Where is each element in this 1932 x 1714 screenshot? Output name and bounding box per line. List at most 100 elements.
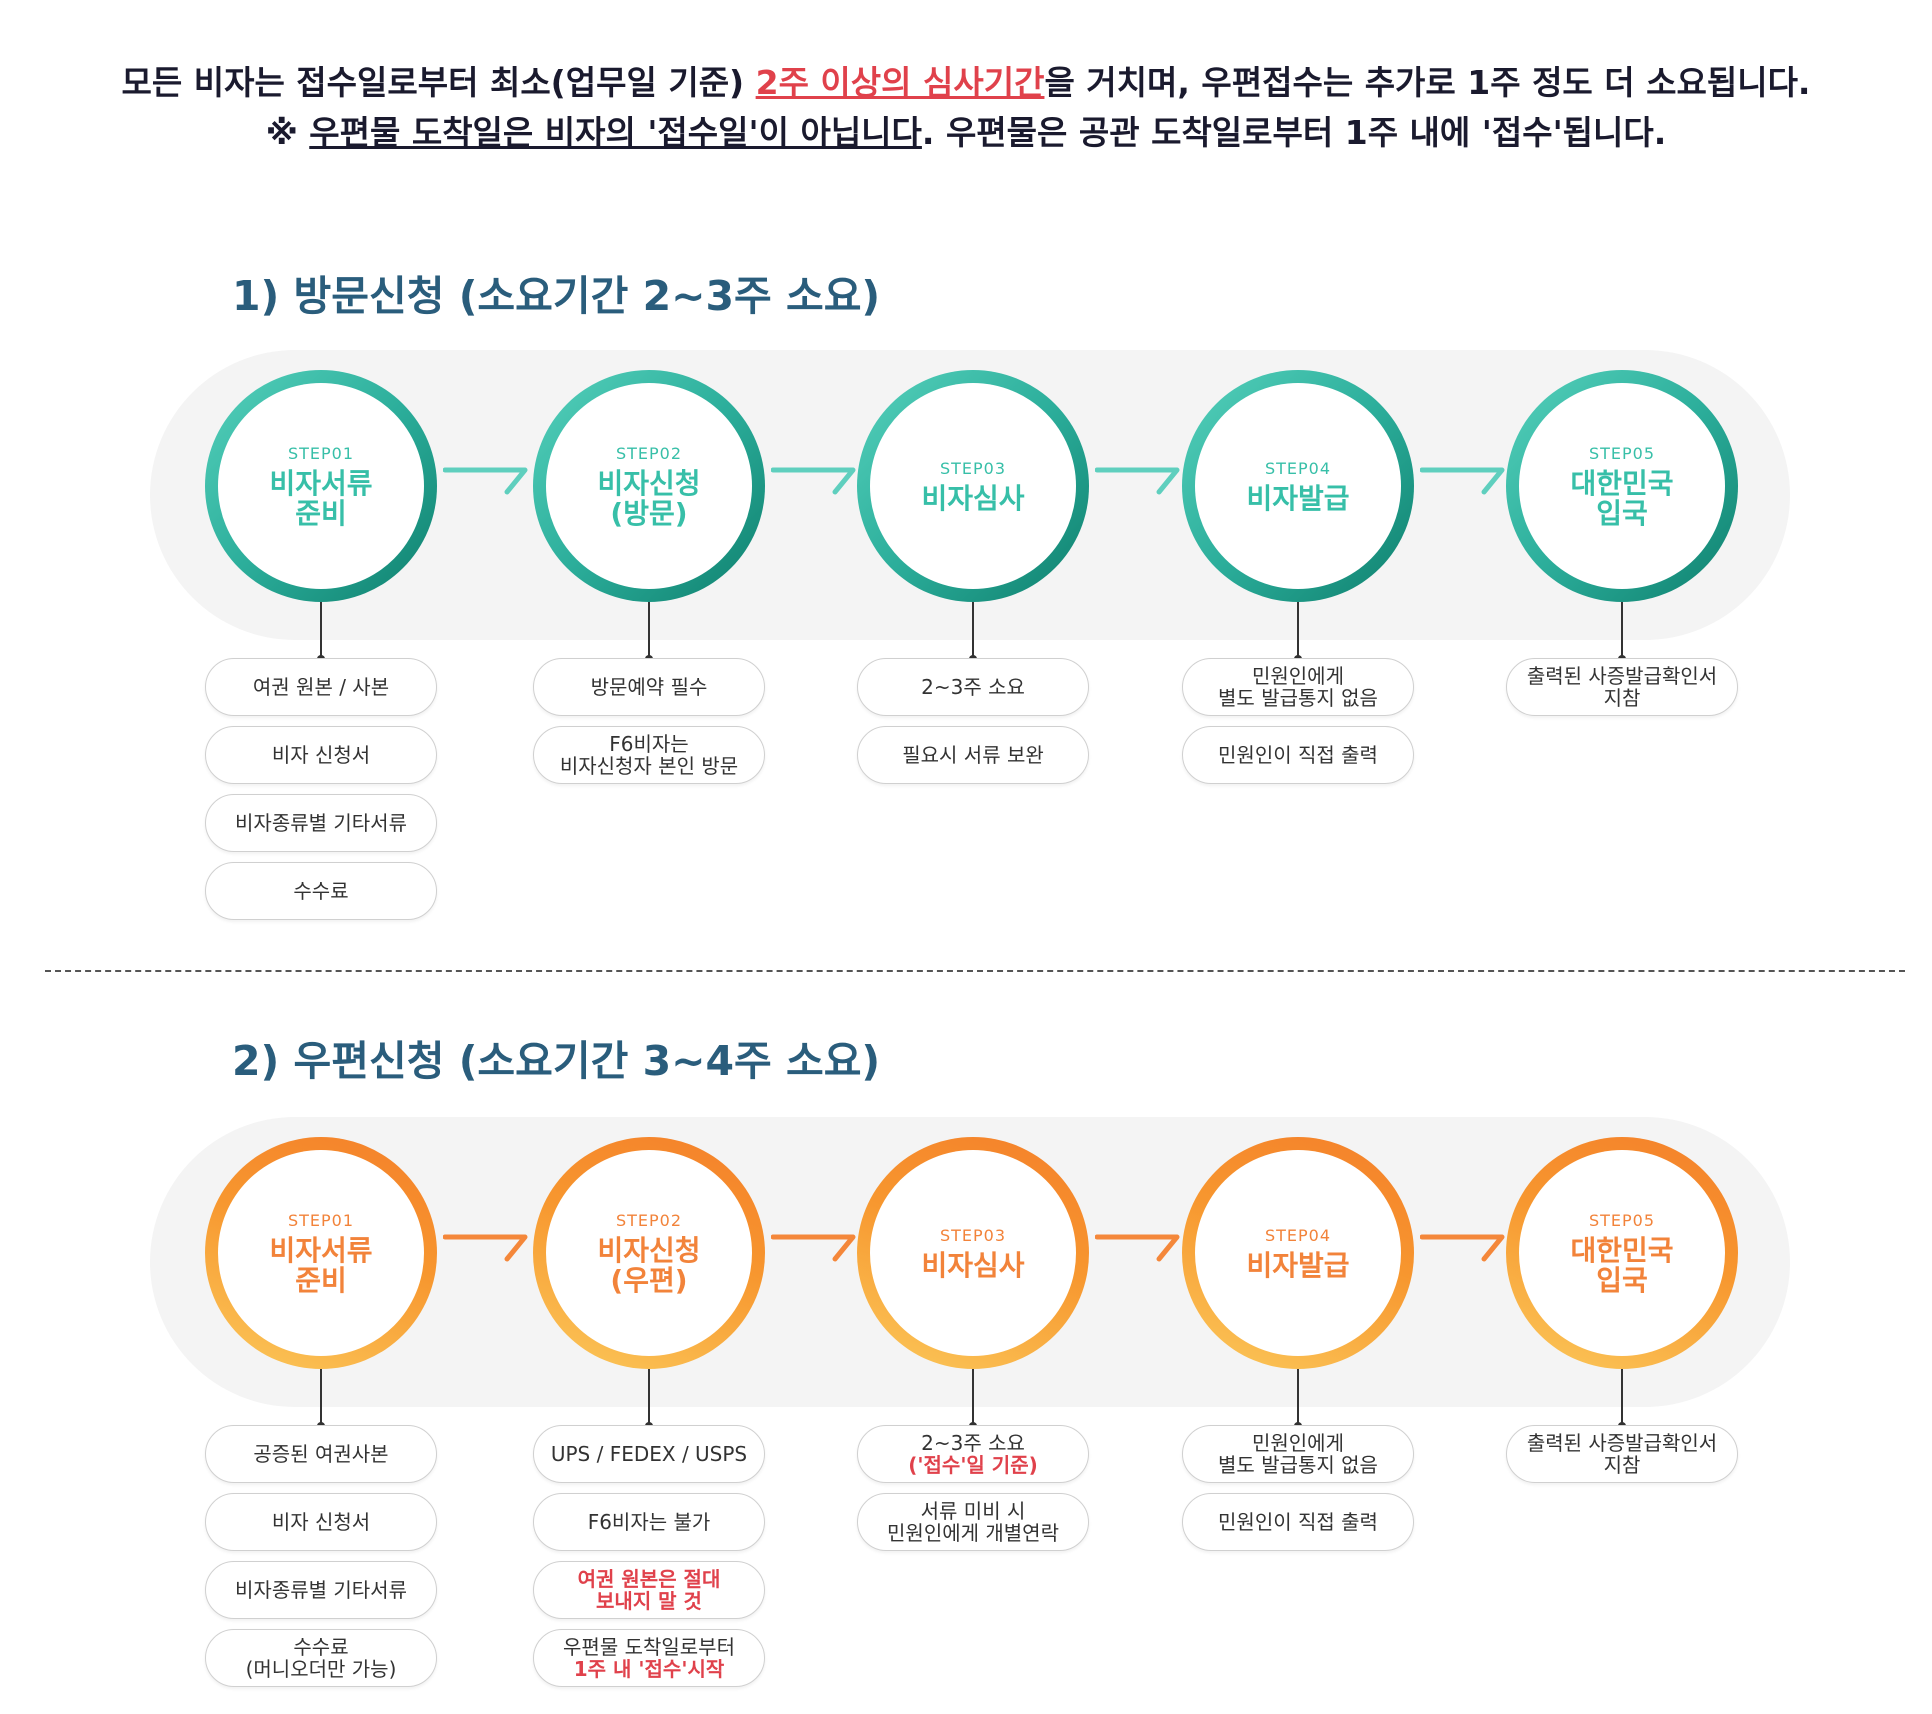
step-note-pill: 비자 신청서 [205, 726, 437, 784]
step-note-pill: 비자종류별 기타서류 [205, 1561, 437, 1619]
step-note-pill: 민원인이 직접 출력 [1182, 1493, 1414, 1551]
flow-arrow-icon [771, 1234, 856, 1262]
step-title: 비자서류 준비 [269, 1233, 373, 1297]
step-connector-line [1618, 602, 1626, 663]
step-note-text: 2~3주 소요 [921, 1431, 1025, 1455]
step-note-pill: 2~3주 소요 ('접수'일 기준) [857, 1425, 1089, 1483]
step-title: 비자심사 [921, 1248, 1025, 1282]
step-5-circle: STEP05 대한민국 입국 [1506, 370, 1738, 602]
section-divider [45, 970, 1905, 972]
notice-review-period-highlight: 2주 이상의 심사기간 [755, 63, 1045, 102]
step-connector-line [645, 1369, 653, 1430]
step-label: STEP04 [1264, 1225, 1332, 1245]
step-circle-inner: STEP02 비자신청 (방문) [546, 383, 752, 589]
section-title: 2) 우편신청 (소요기간 3~4주 소요) [232, 1037, 881, 1085]
step-label: STEP05 [1588, 443, 1656, 463]
flow-arrow-icon [771, 467, 856, 495]
step-connector-line [1294, 1369, 1302, 1430]
step-note-pill: 공증된 여권사본 [205, 1425, 437, 1483]
step-title: 비자신청 (방문) [597, 466, 701, 530]
step-note-pill: 민원인에게 별도 발급통지 없음 [1182, 1425, 1414, 1483]
step-connector-line [317, 602, 325, 663]
step-note-text: 민원인이 직접 출력 [1218, 743, 1378, 767]
notice-line-2-underlined: 우편물 도착일은 비자의 '접수일'이 아닙니다 [309, 113, 922, 152]
step-note-text: 수수료 (머니오더만 가능) [245, 1635, 397, 1681]
step-circle-inner: STEP03 비자심사 [870, 1150, 1076, 1356]
step-note-pill: 2~3주 소요 [857, 658, 1089, 716]
step-note-pill: 여권 원본은 절대 보내지 말 것 [533, 1561, 765, 1619]
step-note-pill: F6비자는 불가 [533, 1493, 765, 1551]
step-note-text: 여권 원본은 절대 보내지 말 것 [577, 1567, 721, 1613]
step-note-pill: 민원인에게 별도 발급통지 없음 [1182, 658, 1414, 716]
step-circle-inner: STEP02 비자신청 (우편) [546, 1150, 752, 1356]
step-title: 대한민국 입국 [1570, 466, 1674, 530]
step-note-text: 비자종류별 기타서류 [235, 811, 407, 835]
step-note-pill: 수수료 (머니오더만 가능) [205, 1629, 437, 1687]
step-note-pill: 필요시 서류 보완 [857, 726, 1089, 784]
step-note-text: 필요시 서류 보완 [902, 743, 1044, 767]
step-title: 비자발급 [1246, 1248, 1350, 1282]
step-note-text: 서류 미비 시 민원인에게 개별연락 [887, 1499, 1059, 1545]
step-title: 비자서류 준비 [269, 466, 373, 530]
step-note-text: 방문예약 필수 [590, 675, 708, 699]
step-note-pill: 비자 신청서 [205, 1493, 437, 1551]
step-label: STEP01 [287, 1210, 355, 1230]
notice-line-2-end: . 우편물은 공관 도착일로부터 1주 내에 '접수'됩니다. [921, 113, 1667, 152]
flow-arrow-icon [1095, 1234, 1180, 1262]
step-label: STEP02 [615, 1210, 683, 1230]
step-note-text: 민원인에게 별도 발급통지 없음 [1218, 1431, 1378, 1477]
step-note-pill: 서류 미비 시 민원인에게 개별연락 [857, 1493, 1089, 1551]
step-note-pill: 우편물 도착일로부터 1주 내 '접수'시작 [533, 1629, 765, 1687]
step-note-pill: 여권 원본 / 사본 [205, 658, 437, 716]
section-title: 1) 방문신청 (소요기간 2~3주 소요) [232, 272, 881, 320]
step-note-highlight: ('접수'일 기준) [908, 1453, 1038, 1477]
step-note-pill: 방문예약 필수 [533, 658, 765, 716]
step-2-circle: STEP02 비자신청 (방문) [533, 370, 765, 602]
notice-line-1-start: 모든 비자는 접수일로부터 최소(업무일 기준) [121, 63, 756, 102]
flow-arrow-icon [443, 467, 528, 495]
step-connector-line [1294, 602, 1302, 663]
flow-arrow-icon [1420, 1234, 1505, 1262]
notice-line-1-end: 을 거치며, 우편접수는 추가로 1주 정도 더 소요됩니다. [1044, 63, 1811, 102]
step-note-pill: 출력된 사증발급확인서 지참 [1506, 658, 1738, 716]
step-note-pill: 출력된 사증발급확인서 지참 [1506, 1425, 1738, 1483]
step-note-pill: 수수료 [205, 862, 437, 920]
step-note-text: 비자 신청서 [271, 743, 371, 767]
step-note-highlight: 1주 내 '접수'시작 [573, 1657, 725, 1681]
flow-arrow-icon [1095, 467, 1180, 495]
step-label: STEP04 [1264, 458, 1332, 478]
step-1-circle: STEP01 비자서류 준비 [205, 370, 437, 602]
step-connector-line [645, 602, 653, 663]
flow-arrow-icon [443, 1234, 528, 1262]
step-title: 비자심사 [921, 481, 1025, 515]
step-title: 비자발급 [1246, 481, 1350, 515]
step-connector-line [317, 1369, 325, 1430]
step-label: STEP05 [1588, 1210, 1656, 1230]
step-label: STEP03 [939, 458, 1007, 478]
step-note-text: 공증된 여권사본 [253, 1442, 389, 1466]
step-connector-line [1618, 1369, 1626, 1430]
step-note-text: 민원인에게 별도 발급통지 없음 [1218, 664, 1378, 710]
step-title: 비자신청 (우편) [597, 1233, 701, 1297]
step-note-text: 비자 신청서 [271, 1510, 371, 1534]
step-circle-inner: STEP05 대한민국 입국 [1519, 383, 1725, 589]
step-note-text: 비자종류별 기타서류 [235, 1578, 407, 1602]
step-note-pill: 민원인이 직접 출력 [1182, 726, 1414, 784]
step-title: 대한민국 입국 [1570, 1233, 1674, 1297]
step-3-circle: STEP03 비자심사 [857, 370, 1089, 602]
step-connector-line [969, 1369, 977, 1430]
step-5-circle: STEP05 대한민국 입국 [1506, 1137, 1738, 1369]
step-note-text: 출력된 사증발급확인서 지참 [1526, 664, 1718, 710]
step-circle-inner: STEP03 비자심사 [870, 383, 1076, 589]
notice-line-2: ※ 우편물 도착일은 비자의 '접수일'이 아닙니다. 우편물은 공관 도착일로… [0, 106, 1932, 154]
flow-arrow-icon [1420, 467, 1505, 495]
step-circle-inner: STEP01 비자서류 준비 [218, 383, 424, 589]
step-3-circle: STEP03 비자심사 [857, 1137, 1089, 1369]
step-circle-inner: STEP05 대한민국 입국 [1519, 1150, 1725, 1356]
step-note-text: 여권 원본 / 사본 [252, 675, 390, 699]
step-2-circle: STEP02 비자신청 (우편) [533, 1137, 765, 1369]
step-note-text: 수수료 [293, 879, 349, 903]
step-label: STEP03 [939, 1225, 1007, 1245]
step-1-circle: STEP01 비자서류 준비 [205, 1137, 437, 1369]
step-circle-inner: STEP04 비자발급 [1195, 383, 1401, 589]
